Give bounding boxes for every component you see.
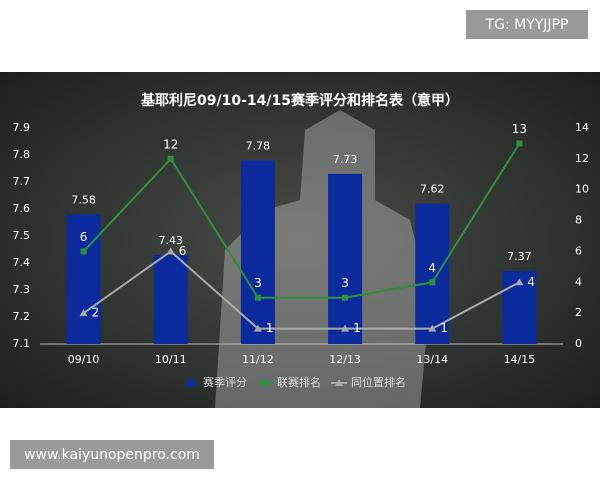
line-marker (253, 324, 262, 332)
y-tick-label: 7.3 (13, 283, 31, 296)
line-marker (342, 294, 349, 301)
url-box (10, 440, 214, 469)
line-value-label: 1 (353, 321, 361, 335)
bar-value-label: 7.58 (71, 193, 96, 206)
y2-tick-label: 10 (575, 183, 589, 196)
y-tick-label: 7.7 (13, 175, 31, 188)
bar-value-label: 7.62 (420, 183, 445, 196)
y-tick-label: 7.5 (13, 229, 31, 242)
series-line (82, 142, 521, 299)
line-value-label: 2 (92, 306, 100, 320)
line-value-label: 3 (341, 276, 349, 290)
y2-tick-label: 14 (575, 121, 589, 134)
x-tick-label: 11/12 (242, 353, 274, 366)
line-value-label: 6 (80, 230, 88, 244)
legend-label: 赛季评分 (203, 375, 247, 389)
line-value-label: 4 (527, 275, 535, 289)
line-marker (166, 247, 175, 255)
line-marker (262, 380, 268, 386)
url-text: www.kaiyunopenpro.com (24, 447, 200, 463)
bar (240, 160, 275, 344)
bar (66, 214, 101, 344)
tag-box (466, 10, 588, 39)
bar (415, 203, 450, 344)
x-tick-label: 14/15 (504, 353, 536, 366)
y-tick-label: 7.8 (13, 148, 31, 161)
bar (328, 173, 363, 344)
line-marker (429, 279, 436, 286)
bar (153, 254, 188, 344)
line-value-label: 13 (512, 122, 527, 136)
line-marker (79, 309, 88, 317)
line-value-label: 4 (428, 261, 436, 275)
y2-tick-label: 2 (575, 306, 582, 319)
line-marker (80, 248, 87, 255)
y2-tick-label: 8 (575, 214, 582, 227)
line-value-label: 1 (440, 321, 448, 335)
line-marker (254, 294, 261, 301)
legend-swatch (187, 379, 195, 387)
y2-tick-label: 4 (575, 275, 582, 288)
series-line (83, 250, 520, 330)
y-tick-label: 7.4 (13, 256, 31, 269)
tag-text: TG: MYYJJPP (485, 17, 569, 33)
line-marker (428, 324, 437, 332)
bar-value-label: 7.78 (246, 139, 271, 152)
line-marker (341, 324, 350, 332)
legend-label: 同位置排名 (351, 375, 406, 389)
y-tick-label: 7.1 (13, 337, 31, 350)
x-tick-label: 13/14 (416, 353, 448, 366)
line-value-label: 12 (163, 137, 178, 151)
legend-label: 联赛排名 (277, 375, 321, 389)
line-marker (167, 155, 174, 162)
y2-tick-label: 0 (575, 337, 582, 350)
y-tick-label: 7.9 (13, 121, 31, 134)
y2-tick-label: 12 (575, 152, 589, 165)
bar-value-label: 7.43 (159, 234, 184, 247)
x-tick-label: 09/10 (68, 353, 100, 366)
x-tick-label: 12/13 (329, 353, 361, 366)
chart-title: 基耶利尼09/10-14/15赛季评分和排名表（意甲） (141, 92, 459, 109)
y-tick-label: 7.6 (13, 202, 31, 215)
line-marker (335, 379, 343, 386)
line-value-label: 3 (254, 276, 262, 290)
plot: 7.17.27.37.47.57.67.77.87.90246810121409… (13, 121, 590, 389)
line-marker (516, 140, 523, 147)
x-tick-label: 10/11 (155, 353, 187, 366)
line-value-label: 1 (266, 321, 274, 335)
line-marker (515, 278, 524, 286)
line-value-label: 6 (179, 244, 187, 258)
y2-tick-label: 6 (575, 244, 582, 257)
y-tick-label: 7.2 (13, 310, 31, 323)
bar-value-label: 7.73 (333, 153, 358, 166)
bar-value-label: 7.37 (507, 250, 532, 263)
